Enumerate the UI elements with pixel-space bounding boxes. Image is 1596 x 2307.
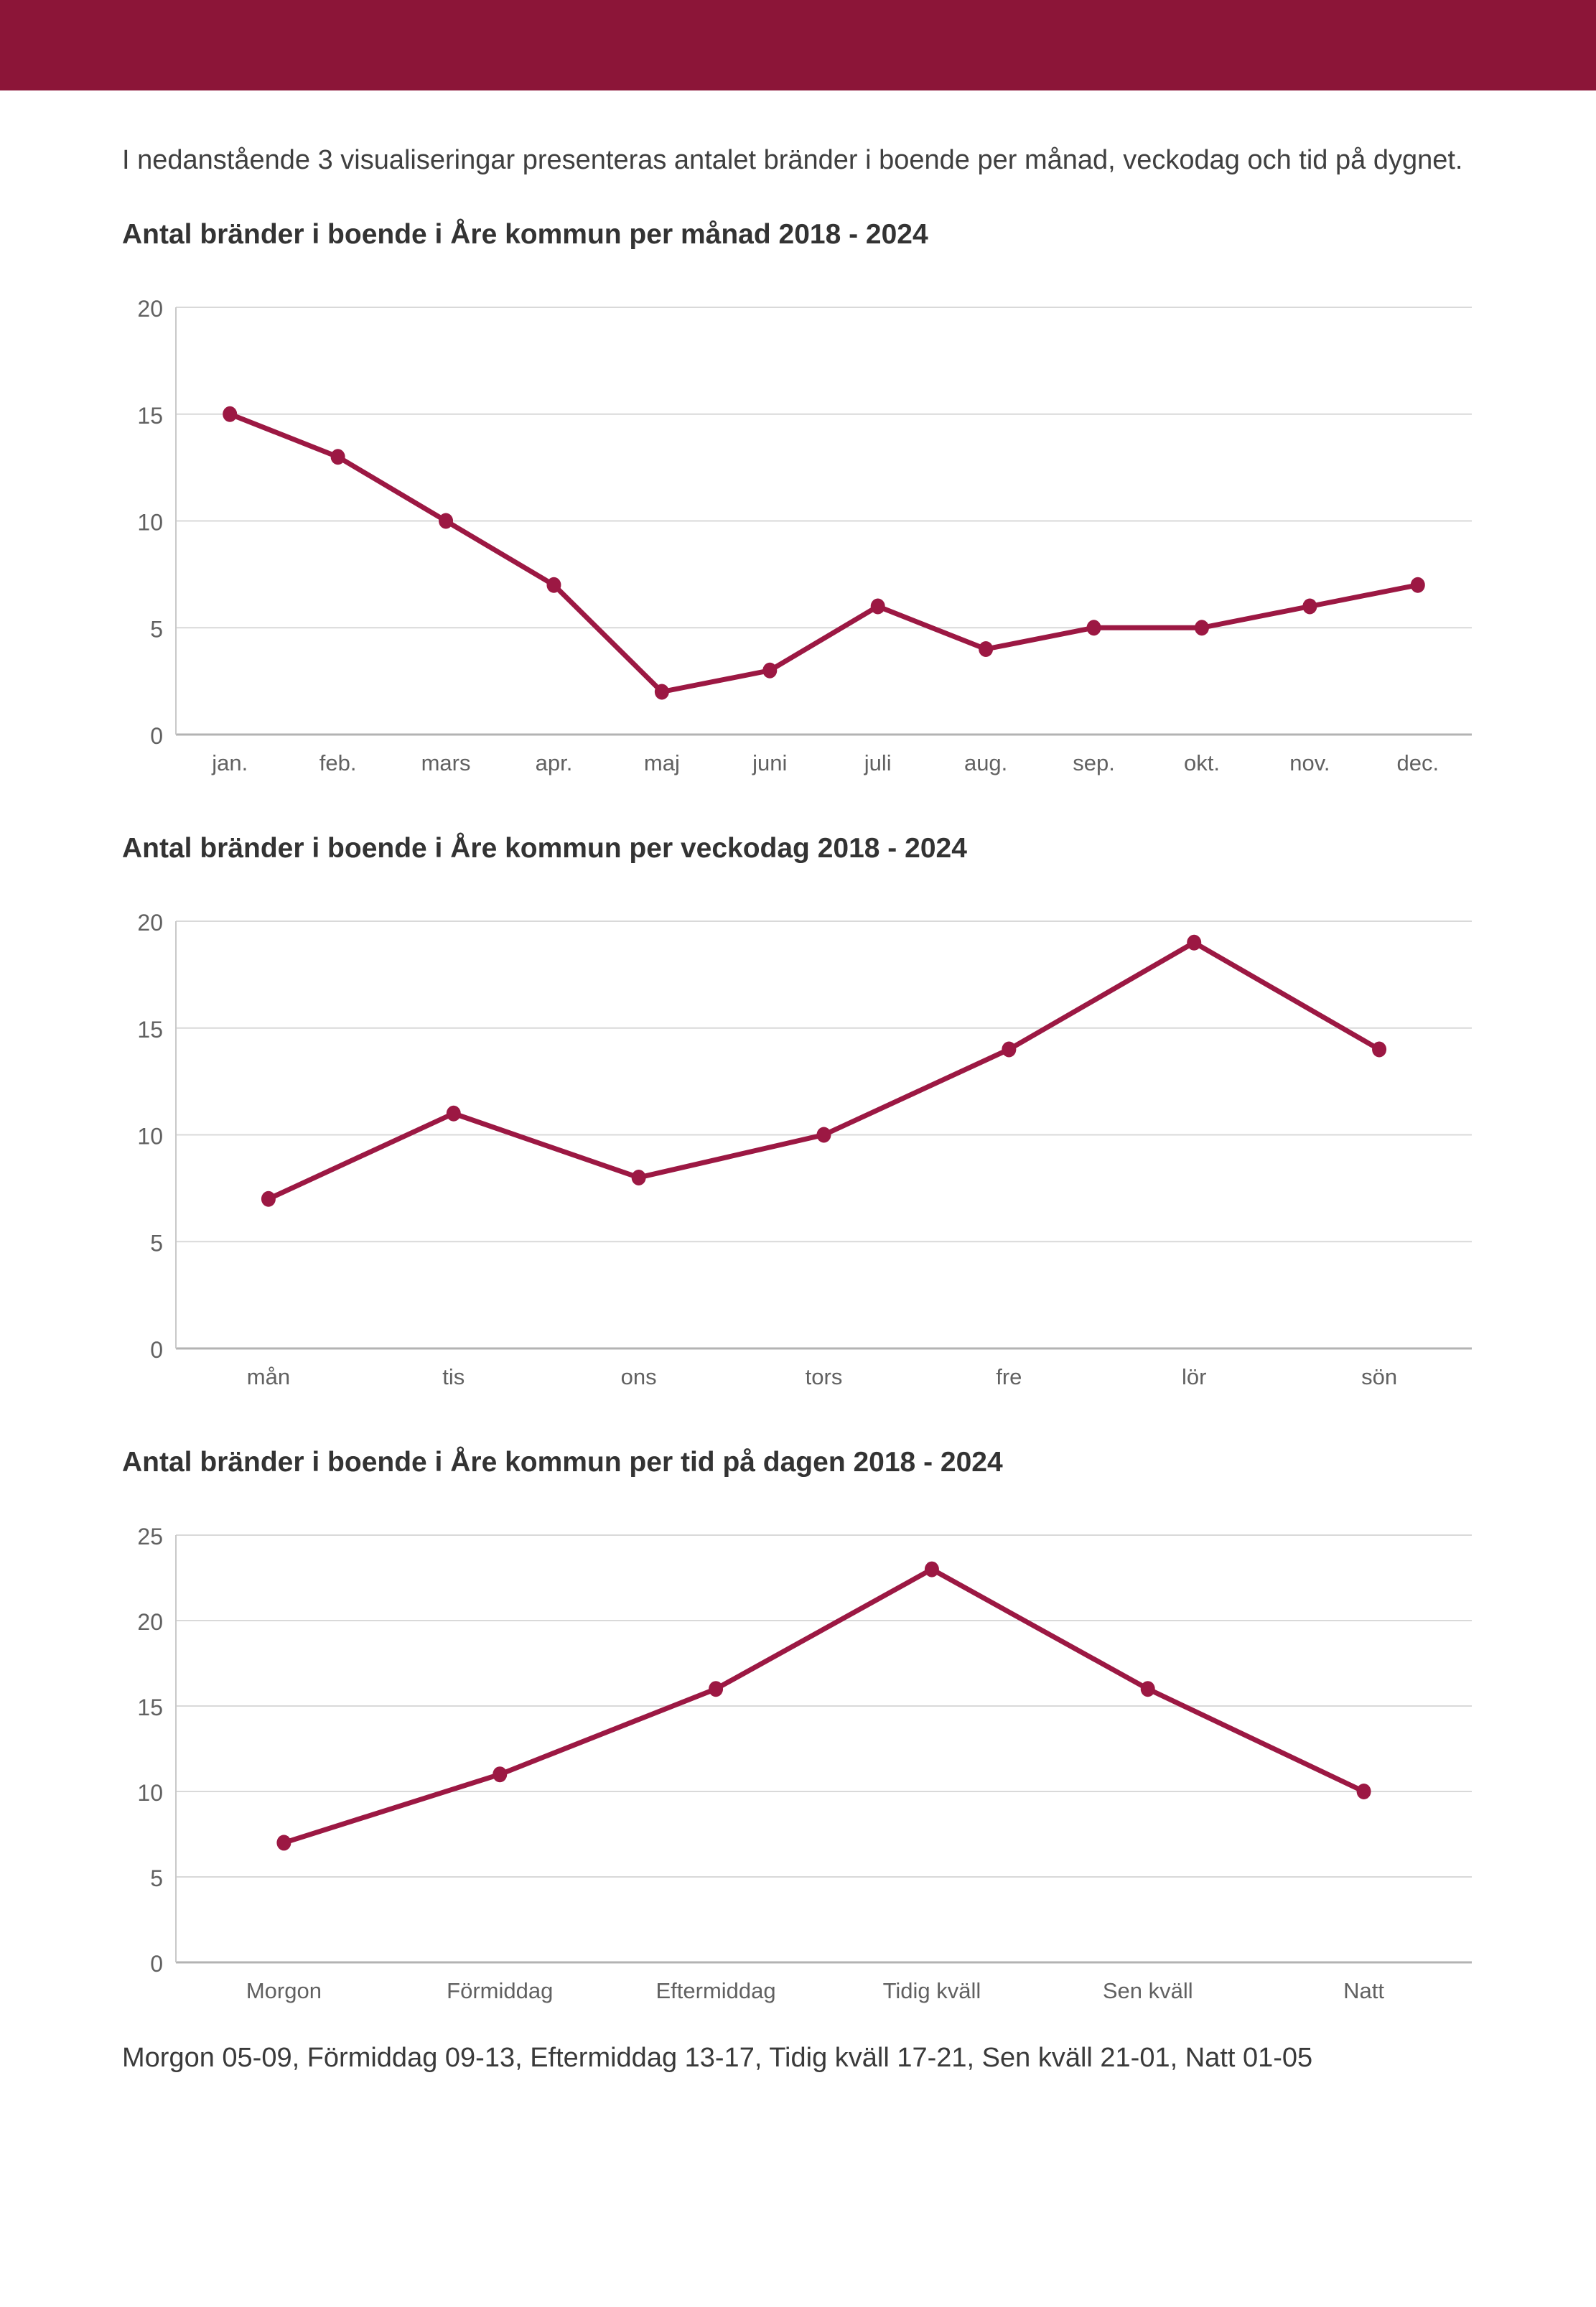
x-tick-label: Morgon <box>246 1978 322 2003</box>
x-tick-label: maj <box>644 750 680 775</box>
data-point <box>709 1681 724 1697</box>
time-of-day-chart-section: Antal bränder i boende i Åre kommun per … <box>122 1445 1490 2020</box>
x-tick-label: apr. <box>536 750 573 775</box>
y-tick-label: 0 <box>150 723 163 749</box>
data-point <box>870 598 885 615</box>
x-tick-label: Natt <box>1343 1978 1384 2003</box>
data-line <box>227 411 1421 694</box>
month-line-chart: 0 5 10 15 20 jan. feb. mars apr. maj juni juli aug. s… <box>122 282 1490 792</box>
x-tick-label: tors <box>806 1364 843 1389</box>
x-tick-label: nov. <box>1289 750 1330 775</box>
month-chart-section: Antal bränder i boende i Åre kommun per … <box>122 218 1490 792</box>
data-point <box>439 513 454 529</box>
y-tick-label: 25 <box>137 1524 163 1549</box>
data-line <box>266 940 1382 1202</box>
data-point <box>816 1127 831 1143</box>
data-point <box>1410 577 1425 593</box>
data-point <box>762 662 778 679</box>
x-tick-label: mars <box>421 750 471 775</box>
x-tick-label: sep. <box>1073 750 1115 775</box>
x-tick-label: Tidig kväll <box>883 1978 981 2003</box>
weekday-line-chart: 0 5 10 15 20 mån tis ons tors fre lör sön <box>122 896 1490 1406</box>
x-tick-label: Förmiddag <box>447 1978 553 2003</box>
data-point <box>1372 1041 1387 1058</box>
time-ranges-note: Morgon 05-09, Förmiddag 09-13, Eftermidd… <box>122 2043 1313 2073</box>
y-tick-label: 10 <box>137 1124 163 1150</box>
data-point <box>223 406 238 422</box>
y-tick-label: 15 <box>137 403 163 429</box>
data-point <box>1356 1784 1371 1799</box>
header-bar <box>0 0 1596 90</box>
data-point <box>276 1835 291 1851</box>
data-point <box>654 684 669 700</box>
x-tick-label: sön <box>1361 1364 1397 1389</box>
data-point <box>493 1766 508 1783</box>
weekday-chart-section: Antal bränder i boende i Åre kommun per … <box>122 831 1490 1406</box>
data-point <box>631 1170 646 1185</box>
data-point <box>1194 620 1209 636</box>
x-tick-label: fre <box>996 1364 1022 1389</box>
data-point <box>261 1190 276 1207</box>
data-point <box>1187 934 1202 951</box>
y-tick-label: 15 <box>137 1695 163 1720</box>
x-tick-label: jan. <box>211 750 248 775</box>
time-of-day-line-chart: 0 5 10 15 20 25 Morgon Förmiddag Eftermiddag Tidi… <box>122 1510 1490 2020</box>
line-chart-canvas: 0 5 10 15 20 jan. feb. mars apr. maj juni juli aug. s… <box>137 296 1472 775</box>
data-point <box>924 1561 939 1577</box>
x-tick-label: ons <box>621 1364 657 1389</box>
y-tick-label: 5 <box>150 1230 163 1256</box>
intro-text: I nedanstående 3 visualiseringar present… <box>122 145 1463 175</box>
y-tick-label: 10 <box>137 1780 163 1806</box>
line-chart-canvas: 0 5 10 15 20 25 Morgon Förmiddag Eftermiddag Tidi… <box>137 1524 1472 2003</box>
data-line <box>281 1567 1367 1845</box>
data-point <box>1002 1041 1017 1058</box>
x-tick-label: dec. <box>1396 750 1439 775</box>
data-point <box>1140 1681 1155 1697</box>
time-of-day-chart-title: Antal bränder i boende i Åre kommun per … <box>122 1447 1003 1478</box>
y-tick-label: 0 <box>150 1951 163 1977</box>
data-point <box>446 1105 461 1122</box>
data-point <box>546 577 561 593</box>
y-tick-label: 10 <box>137 510 163 536</box>
x-tick-label: mån <box>247 1364 290 1389</box>
data-point <box>1302 598 1317 615</box>
x-tick-label: juli <box>864 750 892 775</box>
x-tick-label: Sen kväll <box>1103 1978 1193 2003</box>
x-tick-label: okt. <box>1184 750 1220 775</box>
weekday-chart-title: Antal bränder i boende i Åre kommun per … <box>122 833 967 864</box>
x-tick-label: Eftermiddag <box>656 1978 776 2003</box>
x-tick-label: lör <box>1182 1364 1206 1389</box>
data-point <box>330 449 345 465</box>
y-tick-label: 15 <box>137 1017 163 1043</box>
y-tick-label: 5 <box>150 616 163 642</box>
data-point <box>979 641 994 657</box>
data-point <box>1086 620 1101 636</box>
y-tick-label: 20 <box>137 1609 163 1635</box>
y-tick-label: 0 <box>150 1337 163 1363</box>
line-chart-canvas: 0 5 10 15 20 mån tis ons tors fre lör sön <box>137 910 1472 1389</box>
y-tick-label: 20 <box>137 910 163 936</box>
x-tick-label: aug. <box>964 750 1007 775</box>
content: I nedanstående 3 visualiseringar present… <box>0 142 1596 2076</box>
y-tick-label: 5 <box>150 1865 163 1891</box>
x-tick-label: tis <box>442 1364 465 1389</box>
x-tick-label: juni <box>752 750 787 775</box>
y-tick-label: 20 <box>137 296 163 322</box>
x-tick-label: feb. <box>319 750 357 775</box>
month-chart-title: Antal bränder i boende i Åre kommun per … <box>122 219 928 250</box>
